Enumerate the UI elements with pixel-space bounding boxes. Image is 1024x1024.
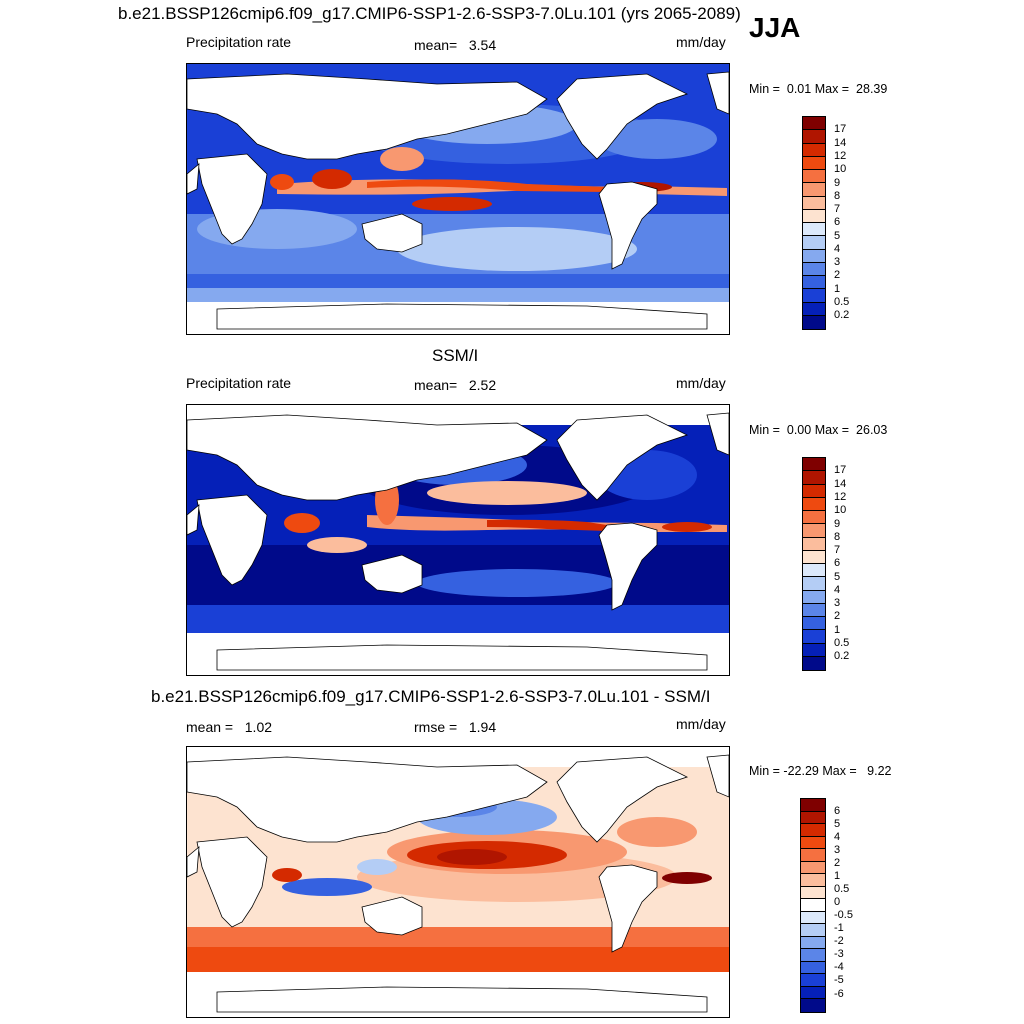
panel2-cb-label: 5: [834, 571, 841, 583]
panel3-cb-label: 4: [834, 831, 841, 843]
panel2-mean-label: mean= 2.52: [414, 377, 497, 393]
panel1-cb-label: 9: [834, 177, 841, 189]
panel3-cb-label: 2: [834, 857, 841, 869]
panel3-min-value: -22.29: [783, 764, 819, 778]
panel3-rmse-value: 1.94: [468, 719, 497, 735]
panel1-min-value: 0.01: [786, 82, 812, 96]
panel2-cb-label: 17: [834, 464, 847, 476]
panel3-minmax: Min = -22.29 Max = 9.22: [749, 764, 892, 778]
panel3-title: b.e21.BSSP126cmip6.f09_g17.CMIP6-SSP1-2.…: [151, 687, 711, 706]
panel2-min-value: 0.00: [786, 423, 812, 437]
panel3-rmse-label: rmse = 1.94: [414, 719, 497, 735]
panel3-cb-label: -3: [834, 948, 844, 960]
panel3-cb-label: -5: [834, 974, 844, 986]
panel1-cb-label: 0.5: [834, 296, 850, 308]
panel1-cb-label: 10: [834, 163, 847, 175]
panel2-mean-value: 2.52: [468, 377, 497, 393]
panel1-minmax: Min = 0.01 Max = 28.39: [749, 82, 888, 96]
panel1-cb-label: 0.2: [834, 309, 850, 321]
panel2-cb-label: 1: [834, 624, 841, 636]
panel1-cb-label: 7: [834, 203, 841, 215]
panel1-mean-value: 3.54: [468, 37, 497, 53]
panel1-units: mm/day: [676, 34, 726, 50]
season-label: JJA: [749, 12, 801, 43]
panel3-units: mm/day: [676, 716, 726, 732]
panel3-map: [186, 746, 730, 1018]
panel3-mean-value: 1.02: [244, 719, 273, 735]
panel2-cb-label: 8: [834, 531, 841, 543]
panel3-cb-label: -0.5: [834, 909, 853, 921]
panel1-colorbar: [802, 116, 826, 330]
panel3-cb-label: -1: [834, 922, 844, 934]
panel3-mean-label: mean = 1.02: [186, 719, 273, 735]
panel1-mean-label: mean= 3.54: [414, 37, 497, 53]
panel2-map: [186, 404, 730, 676]
panel2-cb-label: 2: [834, 610, 841, 622]
panel1-cb-label: 5: [834, 230, 841, 242]
panel2-cb-label: 9: [834, 518, 841, 530]
panel2-max-value: 26.03: [856, 423, 888, 437]
panel3-colorbar: [800, 798, 826, 1013]
panel3-cb-label: -6: [834, 988, 844, 1000]
panel2-cb-label: 4: [834, 584, 841, 596]
panel3-cb-label: 1: [834, 870, 841, 882]
panel3-cb-label: 5: [834, 818, 841, 830]
panel1-title: b.e21.BSSP126cmip6.f09_g17.CMIP6-SSP1-2.…: [118, 4, 741, 23]
panel2-cb-label: 3: [834, 597, 841, 609]
panel1-cb-label: 4: [834, 243, 841, 255]
panel2-cb-label: 14: [834, 478, 847, 490]
panel3-cb-label: 3: [834, 844, 841, 856]
panel3-cb-label: -2: [834, 935, 844, 947]
panel3-cb-label: 6: [834, 805, 841, 817]
panel3-cb-label: 0.5: [834, 883, 850, 895]
panel3-cb-label: -4: [834, 961, 844, 973]
panel1-cb-label: 6: [834, 216, 841, 228]
panel2-cb-label: 6: [834, 557, 841, 569]
panel3-max-value: 9.22: [867, 764, 892, 778]
panel1-variable-label: Precipitation rate: [186, 34, 292, 50]
panel2-variable-label: Precipitation rate: [186, 375, 292, 391]
panel1-cb-label: 14: [834, 137, 847, 149]
panel1-map: [186, 63, 730, 335]
panel1-cb-label: 12: [834, 150, 847, 162]
panel1-cb-label: 1: [834, 283, 841, 295]
panel3-cb-label: 0: [834, 896, 841, 908]
panel1-cb-label: 17: [834, 123, 847, 135]
panel2-cb-label: 0.2: [834, 650, 850, 662]
panel2-cb-label: 0.5: [834, 637, 850, 649]
panel1-max-value: 28.39: [856, 82, 888, 96]
panel1-cb-label: 2: [834, 269, 841, 281]
panel2-units: mm/day: [676, 375, 726, 391]
panel2-title: SSM/I: [432, 346, 479, 365]
panel2-colorbar: [802, 457, 826, 671]
panel2-minmax: Min = 0.00 Max = 26.03: [749, 423, 888, 437]
panel1-cb-label: 8: [834, 190, 841, 202]
panel2-cb-label: 10: [834, 504, 847, 516]
panel1-cb-label: 3: [834, 256, 841, 268]
panel2-cb-label: 7: [834, 544, 841, 556]
panel2-cb-label: 12: [834, 491, 847, 503]
